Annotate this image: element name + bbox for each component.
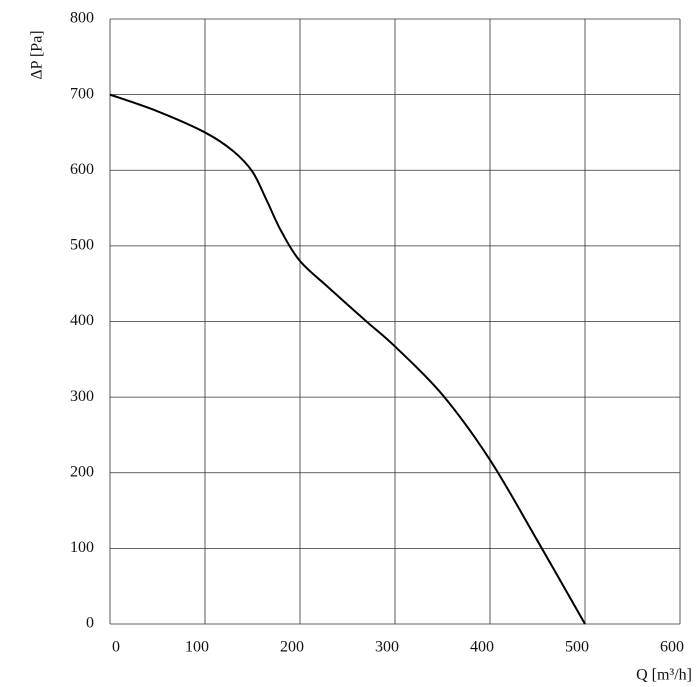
y-axis-label: ΔP [Pa] xyxy=(29,30,46,79)
x-tick-label: 500 xyxy=(565,639,589,656)
y-tick-label: 200 xyxy=(70,463,94,480)
y-tick-label: 500 xyxy=(70,237,94,254)
x-tick-label: 200 xyxy=(280,639,304,656)
curve xyxy=(109,93,586,625)
x-axis-label: Q [m³/h] xyxy=(636,667,692,684)
x-tick-label: 0 xyxy=(112,639,120,656)
x-tick-label: 100 xyxy=(185,639,209,656)
y-tick-label: 300 xyxy=(70,388,94,405)
x-tick-label: 300 xyxy=(375,639,399,656)
y-tick-label: 100 xyxy=(70,539,94,556)
x-tick-label: 600 xyxy=(660,639,684,656)
x-tick-label: 400 xyxy=(470,639,494,656)
y-tick-label: 800 xyxy=(70,10,94,27)
y-tick-label: 0 xyxy=(86,615,94,632)
y-tick-label: 700 xyxy=(70,85,94,102)
y-tick-label: 600 xyxy=(70,161,94,178)
y-tick-label: 400 xyxy=(70,312,94,329)
